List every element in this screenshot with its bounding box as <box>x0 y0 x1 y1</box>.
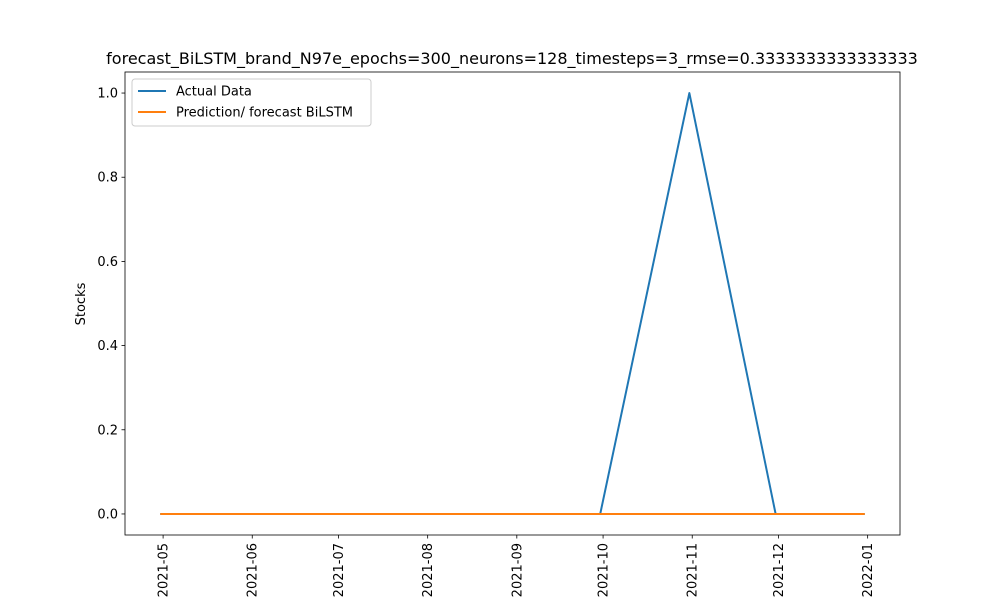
y-axis-label: Stocks <box>74 282 89 325</box>
x-tick-label: 2022-01 <box>861 543 876 597</box>
x-tick-label: 2021-05 <box>157 543 172 597</box>
x-tick-label: 2021-11 <box>686 543 701 597</box>
x-tick-label: 2021-10 <box>597 543 612 597</box>
y-tick-label: 0.6 <box>97 255 118 270</box>
y-tick-label: 0.8 <box>97 171 118 186</box>
y-tick-label: 1.0 <box>97 87 118 102</box>
y-tick-label: 0.0 <box>97 507 118 522</box>
legend-label: Actual Data <box>176 85 252 100</box>
x-tick-label: 2021-09 <box>510 543 525 597</box>
legend-label: Prediction/ forecast BiLSTM <box>176 106 353 121</box>
axes-frame <box>124 71 901 536</box>
x-tick-label: 2021-08 <box>421 543 436 597</box>
x-tick-label: 2021-07 <box>332 543 347 597</box>
chart-title: forecast_BiLSTM_brand_N97e_epochs=300_ne… <box>106 49 918 69</box>
plot-area: 0.0 0.2 0.4 0.6 0.8 1.0 2021-05 2021-06 2021-07 2… <box>97 71 901 597</box>
y-tick-label: 0.2 <box>97 423 118 438</box>
x-tick-label: 2021-06 <box>246 543 261 597</box>
legend-box <box>131 78 372 127</box>
x-tick-label: 2021-12 <box>772 543 787 597</box>
legend: Actual Data Prediction/ forecast BiLSTM <box>131 78 372 127</box>
y-tick-label: 0.4 <box>97 339 118 354</box>
